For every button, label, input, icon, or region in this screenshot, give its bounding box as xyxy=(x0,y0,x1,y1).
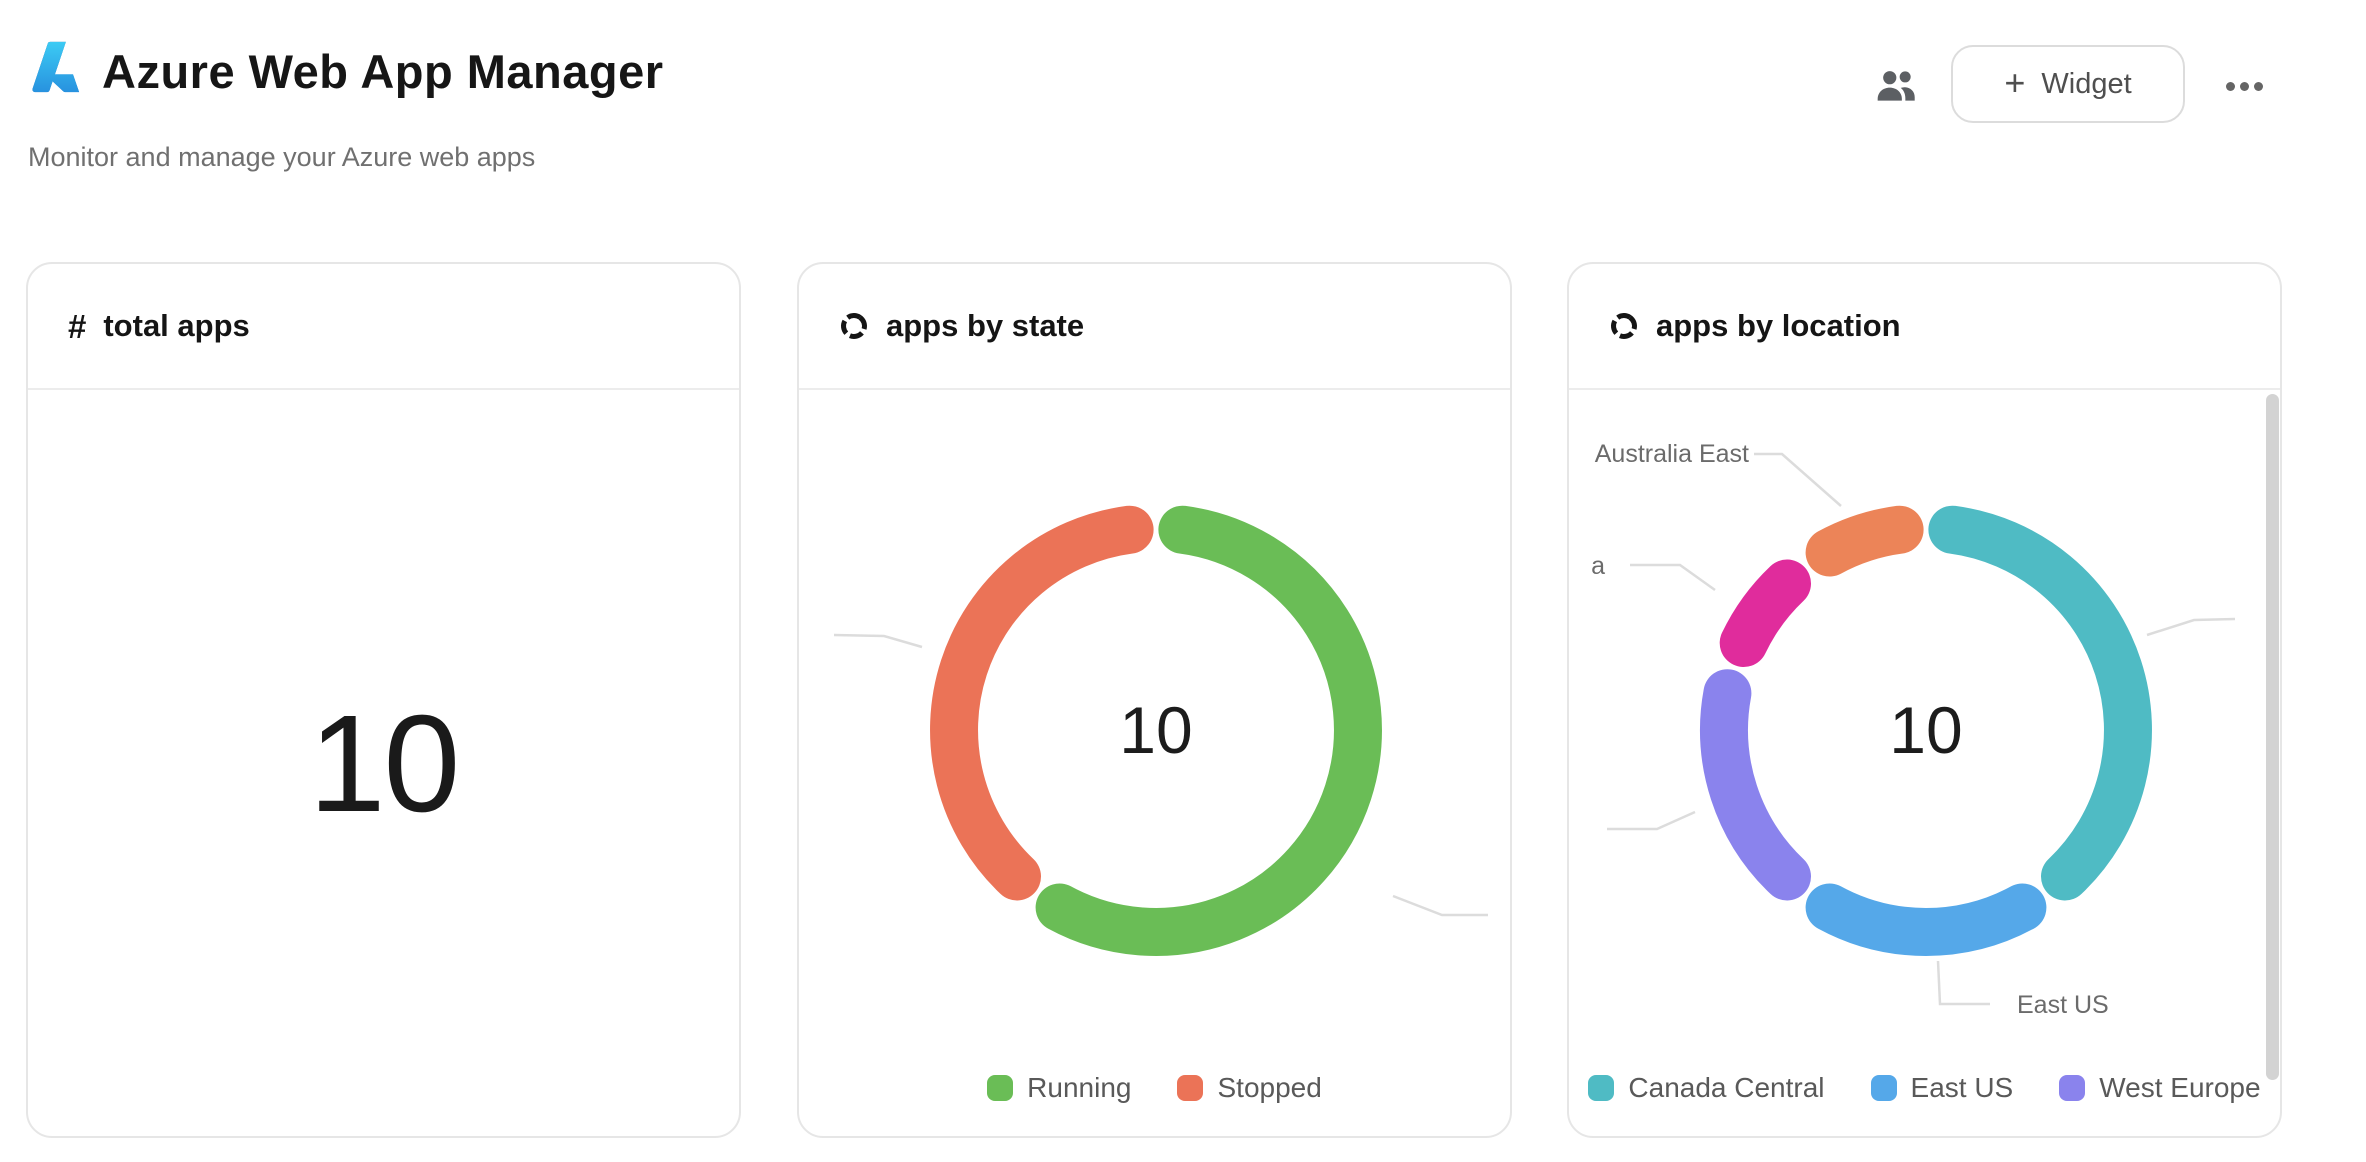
label-leader-line xyxy=(2146,617,2236,637)
people-icon xyxy=(1877,70,1915,101)
total-apps-card-title: total apps xyxy=(103,308,250,343)
legend-label: Stopped xyxy=(1217,1072,1322,1103)
total-apps-card-header: # total apps xyxy=(28,264,739,390)
legend-label: Canada Central xyxy=(1628,1072,1825,1103)
apps-by-location-donut-chart: Australia East a East US 10 xyxy=(1591,440,2236,1019)
apps-by-state-donut-chart: 10 xyxy=(833,505,1488,956)
legend-swatch xyxy=(1870,1075,1897,1101)
label-leader-line xyxy=(1936,960,1990,1006)
apps-by-location-card: apps by location Canada Central East US We… xyxy=(1567,262,2282,1138)
legend-swatch xyxy=(1177,1075,1204,1101)
legend-item-canada-central[interactable]: Canada Central xyxy=(1588,1072,1825,1104)
donut-chart-icon xyxy=(1611,313,1637,339)
page-title: Azure Web App Manager xyxy=(102,45,664,98)
more-options-button[interactable] xyxy=(2218,64,2270,108)
total-apps-card: # total apps 10 xyxy=(26,262,741,1138)
legend-label: Running xyxy=(1027,1072,1132,1103)
donut-segment-east-us[interactable] xyxy=(1805,883,2047,956)
donut-center-total: 10 xyxy=(1889,693,1962,767)
label-leader-line xyxy=(1607,810,1696,831)
label-leader-line xyxy=(1754,452,1842,507)
donut-segment-stopped[interactable] xyxy=(930,505,1154,901)
donut-segment-canada-central[interactable] xyxy=(1928,505,2152,901)
segment-callout-label: Australia East xyxy=(1595,440,1749,468)
total-apps-value: 10 xyxy=(308,686,461,841)
donut-segment-a[interactable] xyxy=(1719,559,1811,667)
apps-by-state-legend: Running Stopped xyxy=(799,1072,1510,1104)
donut-segment-australia-east[interactable] xyxy=(1805,505,1924,577)
apps-by-location-card-header: apps by location xyxy=(1569,264,2280,390)
donut-segment-west-europe[interactable] xyxy=(1700,669,1811,901)
segment-callout-label: a xyxy=(1591,552,1605,580)
plus-icon: + xyxy=(2004,61,2026,103)
apps-by-location-legend: Canada Central East US West Europe xyxy=(1569,1072,2280,1104)
page-subtitle: Monitor and manage your Azure web apps xyxy=(28,142,536,172)
legend-label: West Europe xyxy=(2099,1072,2261,1103)
hash-icon: # xyxy=(68,307,87,345)
add-widget-label: Widget xyxy=(2041,67,2132,100)
legend-swatch xyxy=(987,1075,1014,1101)
label-leader-line xyxy=(833,633,923,649)
legend-swatch xyxy=(2059,1075,2086,1101)
donut-chart-icon xyxy=(841,313,867,339)
apps-by-state-card-title: apps by state xyxy=(886,308,1085,343)
label-leader-line xyxy=(1630,563,1716,592)
apps-by-location-card-title: apps by location xyxy=(1656,308,1901,343)
apps-by-state-card: apps by state Running Stopped 10 xyxy=(797,262,1512,1138)
legend-item-stopped[interactable]: Stopped xyxy=(1177,1072,1322,1104)
ellipsis-icon xyxy=(2225,81,2235,91)
donut-center-total: 10 xyxy=(1119,693,1192,767)
legend-item-east-us[interactable]: East US xyxy=(1870,1072,2014,1104)
share-users-button[interactable] xyxy=(1872,66,1920,106)
segment-callout-label: East US xyxy=(2017,991,2109,1019)
legend-item-west-europe[interactable]: West Europe xyxy=(2059,1072,2261,1104)
vertical-scrollbar[interactable] xyxy=(2266,394,2279,1080)
legend-item-running[interactable]: Running xyxy=(987,1072,1131,1104)
donut-segment-running[interactable] xyxy=(1035,505,1382,956)
label-leader-line xyxy=(1392,894,1488,917)
legend-label: East US xyxy=(1910,1072,2014,1103)
legend-swatch xyxy=(1588,1075,1615,1101)
apps-by-state-card-header: apps by state xyxy=(799,264,1510,390)
add-widget-button[interactable]: + Widget xyxy=(1951,45,2185,123)
azure-logo-icon xyxy=(32,41,80,93)
